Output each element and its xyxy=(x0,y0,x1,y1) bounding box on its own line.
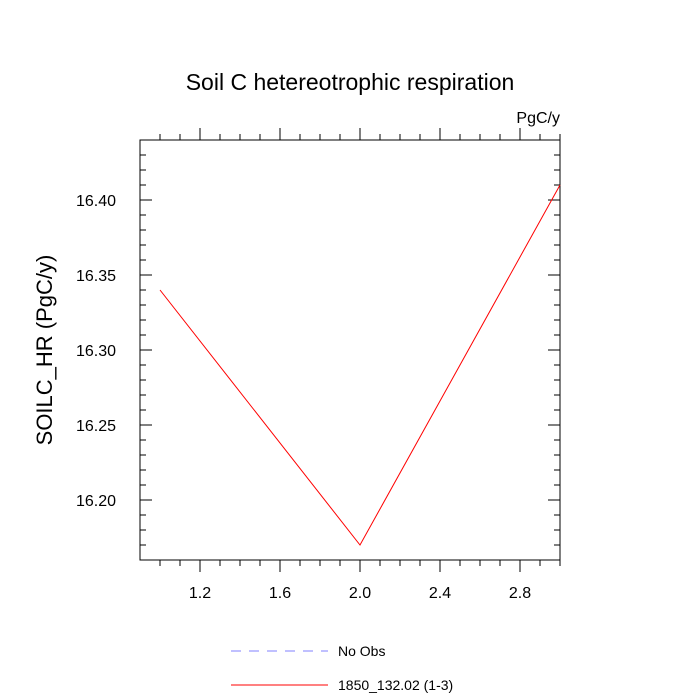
chart-title: Soil C hetereotrophic respiration xyxy=(186,69,515,95)
legend: No Obs 1850_132.02 (1-3) xyxy=(231,643,453,693)
x-tick-label: 2.0 xyxy=(349,585,371,602)
y-tick-label: 16.20 xyxy=(76,493,116,510)
series-line xyxy=(159,184,561,546)
y-tick-label: 16.35 xyxy=(76,268,116,285)
y-tick-label: 16.25 xyxy=(76,418,116,435)
y-tick-label: 16.30 xyxy=(76,343,116,360)
legend-label: No Obs xyxy=(338,643,385,659)
series-layer xyxy=(159,184,561,546)
y-tick-label: 16.40 xyxy=(76,193,116,210)
y-axis-label: SOILC_HR (PgC/y) xyxy=(32,255,57,446)
x-tick-label: 1.2 xyxy=(189,585,211,602)
x-tick-label: 2.4 xyxy=(429,585,451,602)
x-tick-label: 1.6 xyxy=(269,585,291,602)
axis-ticks xyxy=(140,128,561,572)
x-tick-label: 2.8 xyxy=(509,585,531,602)
units-label: PgC/y xyxy=(516,110,560,127)
tick-labels: 1.2 1.6 2.0 2.4 2.8 16.20 16.25 16.30 16.35 16.40 xyxy=(76,193,531,602)
plot-frame xyxy=(139,139,561,561)
legend-label: 1850_132.02 (1-3) xyxy=(338,677,453,693)
